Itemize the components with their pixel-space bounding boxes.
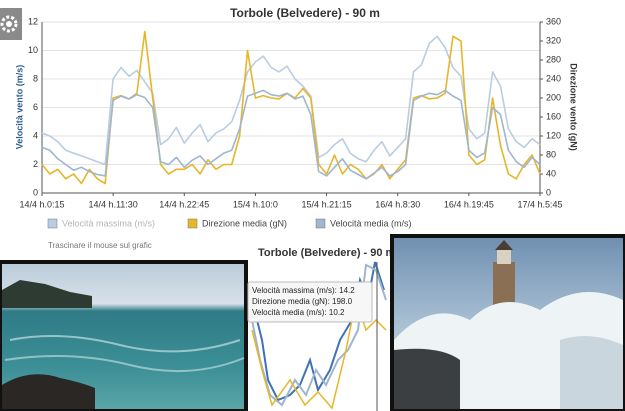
lake-photo xyxy=(0,260,248,411)
tooltip-line: Velocità media (m/s): 10.2 xyxy=(252,308,345,317)
legend-swatch xyxy=(187,218,198,229)
snippet-title: Torbole (Belvedere) - 90 m xyxy=(258,247,396,259)
y-tick-label: 6 xyxy=(33,102,38,112)
y-tick-label: 0 xyxy=(33,187,38,197)
x-tick-label: 14/4 h.11:30 xyxy=(88,199,137,209)
x-tick-label: 17/4 h.5:45 xyxy=(517,199,562,209)
gear-hub xyxy=(6,21,12,27)
y-axis-label: Velocità vento (m/s) xyxy=(14,65,24,150)
y-tick-label: 2 xyxy=(33,159,38,169)
chart-snippet xyxy=(247,261,390,411)
hint-text: Trascinare il mouse sul grafic xyxy=(48,241,152,250)
y2-tick-label: 280 xyxy=(546,54,561,64)
y-tick-label: 12 xyxy=(28,16,38,26)
x-tick-label: 15/4 h.21:15 xyxy=(302,199,352,209)
y2-tick-label: 320 xyxy=(546,35,561,45)
y-tick-label: 8 xyxy=(33,73,38,83)
plot-area: 0246810120408012016020024028032036014/4 … xyxy=(19,16,562,209)
x-tick-label: 14/4 h.22:45 xyxy=(159,199,209,209)
x-tick-label: 14/4 h.0:15 xyxy=(19,199,64,209)
legend: Velocità massima (m/s) Direzione media (g… xyxy=(47,218,412,229)
lighthouse-photo xyxy=(390,234,625,411)
y2-tick-label: 40 xyxy=(546,168,556,178)
tooltip-line: Velocità massima (m/s): 14.2 xyxy=(252,286,355,295)
legend-label: Direzione media (gN) xyxy=(202,218,287,228)
y-tick-label: 4 xyxy=(33,130,38,140)
y2-tick-label: 240 xyxy=(546,73,561,83)
series-line xyxy=(41,35,541,166)
y2-tick-label: 360 xyxy=(546,16,561,26)
y2-tick-label: 80 xyxy=(546,149,556,159)
gear-icon xyxy=(0,15,18,33)
y2-tick-label: 0 xyxy=(546,187,551,197)
y2-tick-label: 120 xyxy=(546,130,561,140)
y-tick-label: 10 xyxy=(28,45,38,55)
chart-title: Torbole (Belvedere) - 90 m xyxy=(230,6,380,20)
x-tick-label: 15/4 h.10:0 xyxy=(233,199,278,209)
series-line xyxy=(41,89,541,180)
legend-swatch xyxy=(47,218,58,229)
legend-swatch xyxy=(315,218,326,229)
y2-tick-label: 200 xyxy=(546,92,561,102)
legend-label: Velocità massima (m/s) xyxy=(62,218,155,228)
x-tick-label: 16/4 h.19:45 xyxy=(444,199,494,209)
x-tick-label: 16/4 h.8:30 xyxy=(375,199,420,209)
y2-tick-label: 160 xyxy=(546,111,561,121)
y2-axis-label: Direzione vento (gN) xyxy=(569,63,579,151)
legend-label: Velocità media (m/s) xyxy=(330,218,412,228)
tooltip-line: Direzione media (gN): 198.0 xyxy=(252,297,353,306)
